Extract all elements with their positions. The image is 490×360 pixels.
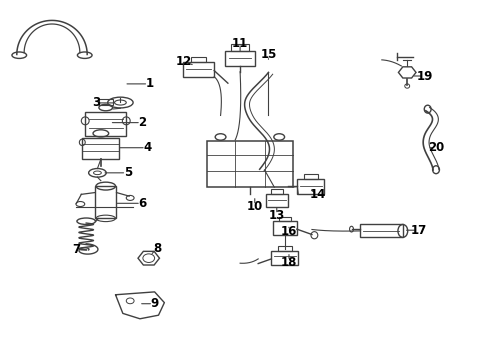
Text: 12: 12 [176,55,192,68]
Bar [271,189,283,194]
Text: 8: 8 [153,242,161,255]
Bar [360,225,403,237]
Text: 20: 20 [428,141,444,154]
Bar [95,186,117,219]
Text: 16: 16 [281,225,297,238]
Text: 17: 17 [410,224,427,237]
Bar [271,251,298,265]
Bar [225,51,255,66]
Text: 7: 7 [73,243,80,256]
Bar [297,179,324,194]
Text: 14: 14 [310,188,326,201]
Text: 6: 6 [138,197,147,210]
Bar [183,62,214,77]
Text: 5: 5 [123,166,132,179]
Text: 3: 3 [92,96,100,109]
Text: 18: 18 [281,256,297,269]
Bar [85,112,126,136]
Text: 10: 10 [246,201,263,213]
Bar [279,217,291,221]
Bar [273,221,297,235]
Text: 15: 15 [260,48,277,61]
Bar [207,140,293,187]
Text: 1: 1 [146,77,154,90]
Text: 4: 4 [143,141,151,154]
Text: 2: 2 [138,116,147,129]
Text: 11: 11 [232,36,248,50]
Bar [266,194,288,207]
Bar [231,44,249,51]
Bar [82,138,119,159]
Bar [304,174,318,179]
Text: 9: 9 [150,297,159,310]
Bar [191,57,206,62]
Bar [99,99,113,105]
Text: 13: 13 [269,210,285,222]
Bar [278,246,292,251]
Text: 19: 19 [416,69,433,82]
